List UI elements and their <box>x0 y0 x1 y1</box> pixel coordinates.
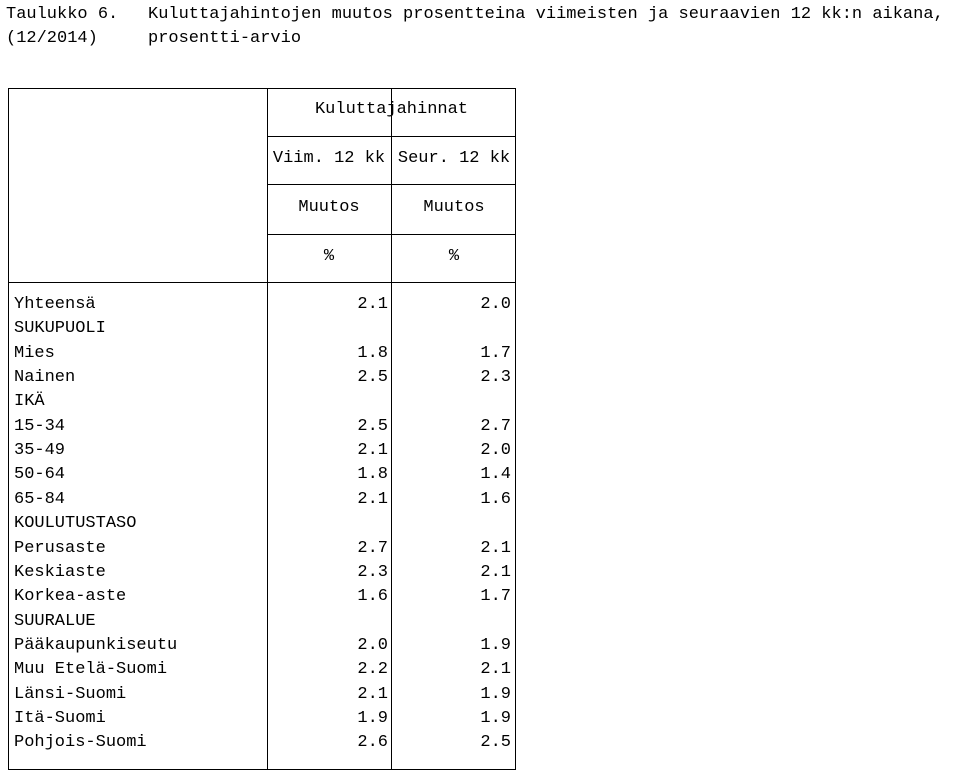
column-period-2: Seur. 12 kk <box>397 149 511 168</box>
value-viim: 2.1 <box>357 441 388 460</box>
value-viim: 2.7 <box>357 539 388 558</box>
row-label: Muu Etelä-Suomi <box>14 660 168 679</box>
value-seur: 1.9 <box>480 709 511 728</box>
value-seur: 2.5 <box>480 733 511 752</box>
value-viim: 1.8 <box>357 344 388 363</box>
table-date: (12/2014) <box>6 29 98 48</box>
table-number: Taulukko 6. <box>6 5 119 24</box>
value-viim: 1.9 <box>357 709 388 728</box>
value-viim: 2.3 <box>357 563 388 582</box>
header-rule <box>267 234 516 235</box>
value-seur: 1.6 <box>480 490 511 509</box>
value-viim: 2.5 <box>357 417 388 436</box>
row-label: Länsi-Suomi <box>14 685 127 704</box>
value-seur: 1.9 <box>480 636 511 655</box>
column-unit-1: % <box>323 247 335 266</box>
row-label: Keskiaste <box>14 563 106 582</box>
value-column-divider <box>391 88 392 770</box>
row-label: Yhteensä <box>14 295 96 314</box>
table-top-border <box>8 88 516 89</box>
value-seur: 1.7 <box>480 344 511 363</box>
table-bottom-border <box>8 769 516 770</box>
value-viim: 2.5 <box>357 368 388 387</box>
value-seur: 1.4 <box>480 465 511 484</box>
value-seur: 2.0 <box>480 295 511 314</box>
row-label: Korkea-aste <box>14 587 127 606</box>
value-viim: 2.1 <box>357 490 388 509</box>
group-header: Kuluttajahinnat <box>314 100 469 119</box>
section-label: KOULUTUSTASO <box>14 514 137 533</box>
row-label: Nainen <box>14 368 76 387</box>
value-viim: 1.6 <box>357 587 388 606</box>
label-column-divider <box>267 88 268 770</box>
value-seur: 1.7 <box>480 587 511 606</box>
section-label: IKÄ <box>14 392 45 411</box>
table-right-border <box>515 88 516 770</box>
column-unit-2: % <box>448 247 460 266</box>
value-seur: 1.9 <box>480 685 511 704</box>
header-rule <box>267 136 516 137</box>
row-label: Perusaste <box>14 539 106 558</box>
row-label: 35-49 <box>14 441 66 460</box>
row-label: Pohjois-Suomi <box>14 733 147 752</box>
column-measure-2: Muutos <box>423 198 485 217</box>
header-bottom-border <box>8 282 516 283</box>
value-viim: 2.6 <box>357 733 388 752</box>
price-change-table: Kuluttajahinnat Viim. 12 kk Seur. 12 kk … <box>8 88 516 770</box>
value-seur: 2.3 <box>480 368 511 387</box>
table-title: Kuluttajahintojen muutos prosentteina vi… <box>148 5 944 24</box>
section-label: SUKUPUOLI <box>14 319 106 338</box>
row-label: Pääkaupunkiseutu <box>14 636 178 655</box>
header-rule <box>267 184 516 185</box>
value-viim: 1.8 <box>357 465 388 484</box>
row-label: 50-64 <box>14 465 66 484</box>
value-viim: 2.2 <box>357 660 388 679</box>
column-measure-1: Muutos <box>298 198 360 217</box>
row-label: 15-34 <box>14 417 66 436</box>
table-subtitle: prosentti-arvio <box>148 29 302 48</box>
value-seur: 2.0 <box>480 441 511 460</box>
value-seur: 2.1 <box>480 660 511 679</box>
row-label: Itä-Suomi <box>14 709 106 728</box>
row-label: Mies <box>14 344 55 363</box>
section-label: SUURALUE <box>14 612 96 631</box>
value-viim: 2.1 <box>357 295 388 314</box>
table-left-border <box>8 88 9 770</box>
column-period-1: Viim. 12 kk <box>272 149 386 168</box>
row-label: 65-84 <box>14 490 66 509</box>
value-seur: 2.1 <box>480 539 511 558</box>
value-seur: 2.7 <box>480 417 511 436</box>
value-seur: 2.1 <box>480 563 511 582</box>
value-viim: 2.1 <box>357 685 388 704</box>
value-viim: 2.0 <box>357 636 388 655</box>
